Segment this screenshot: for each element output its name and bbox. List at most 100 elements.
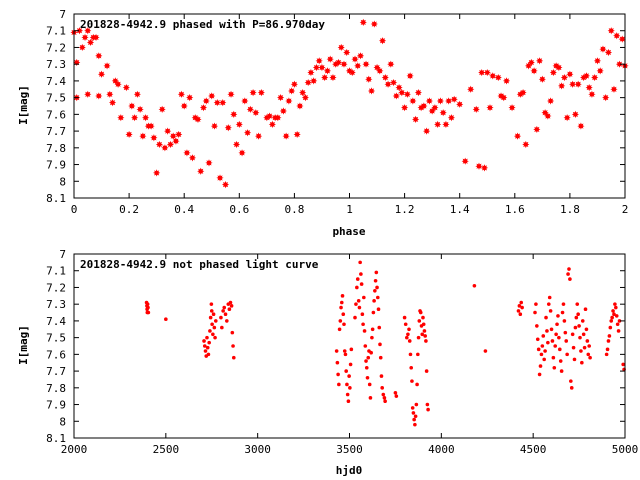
data-point: [613, 302, 617, 306]
data-point: [599, 45, 607, 53]
y-tick-label: 7.9: [46, 159, 66, 172]
data-point: [486, 104, 494, 112]
data-point: [360, 312, 365, 317]
data-point: [355, 285, 359, 290]
data-point: [339, 300, 344, 305]
data-point: [545, 329, 549, 333]
data-point: [153, 169, 161, 177]
data-point: [188, 154, 197, 162]
data-point: [227, 307, 232, 312]
data-point: [536, 57, 544, 65]
data-point: [231, 344, 235, 348]
data-point: [207, 340, 211, 345]
data-point: [370, 335, 374, 340]
data-point: [205, 335, 209, 340]
data-point: [323, 67, 332, 75]
data-point: [362, 295, 366, 300]
data-point: [587, 344, 591, 348]
data-point: [221, 309, 225, 313]
data-point: [609, 319, 614, 323]
unphased-y-axis-label: I[mag]: [17, 325, 30, 365]
data-point: [164, 317, 168, 322]
data-point: [321, 73, 329, 82]
data-point: [456, 100, 464, 108]
y-tick-label: 7.9: [46, 399, 66, 412]
data-point: [367, 382, 372, 387]
data-point: [210, 322, 214, 327]
data-point: [145, 302, 150, 306]
data-point: [409, 97, 417, 105]
data-point: [558, 359, 563, 363]
data-point: [293, 130, 301, 139]
data-point: [577, 122, 585, 130]
data-point: [376, 67, 384, 75]
data-point: [229, 304, 234, 308]
data-point: [565, 352, 569, 357]
data-point: [582, 72, 591, 80]
data-point: [421, 315, 425, 320]
phased-light-curve-panel: 0 0.2 0.4 0.6 0.8 1 1.2 1.4 1.6 1.8 2 7 7.1 7.2 7.3 7.4…: [17, 8, 629, 238]
data-point: [375, 285, 379, 290]
data-point: [344, 369, 348, 373]
data-point: [340, 60, 348, 68]
data-point: [406, 332, 410, 337]
data-point: [537, 372, 542, 377]
x-tick-label: 1.4: [450, 203, 470, 216]
data-point: [370, 20, 378, 28]
data-point: [202, 344, 207, 348]
y-tick-label: 7.8: [46, 382, 66, 395]
x-tick-label: 2500: [153, 443, 180, 456]
data-point: [106, 90, 114, 98]
data-point: [407, 339, 412, 343]
data-point: [349, 347, 354, 352]
data-point: [128, 102, 136, 110]
data-point: [472, 283, 477, 288]
data-point: [355, 277, 360, 281]
data-point: [342, 349, 347, 353]
data-point: [307, 68, 315, 77]
x-tick-label: 1: [346, 203, 353, 216]
data-point: [122, 84, 130, 92]
data-point: [574, 315, 579, 320]
data-point: [585, 339, 590, 343]
data-point: [402, 315, 407, 320]
data-point: [472, 105, 480, 113]
data-point: [422, 329, 427, 333]
data-point: [366, 355, 371, 360]
data-point: [548, 309, 553, 313]
y-tick-label: 7.5: [46, 92, 66, 105]
data-point: [551, 355, 556, 360]
data-point: [169, 132, 177, 140]
data-point: [202, 339, 206, 343]
data-point: [212, 325, 217, 330]
data-point: [228, 300, 233, 305]
x-tick-label: 1.8: [560, 203, 580, 216]
data-point: [447, 114, 456, 122]
data-point: [95, 92, 103, 100]
data-point: [581, 332, 586, 337]
data-point: [478, 68, 486, 77]
data-point: [81, 33, 89, 42]
data-point: [164, 127, 172, 135]
data-point: [547, 97, 555, 105]
x-tick-label: 0.8: [284, 203, 304, 216]
data-point: [86, 38, 95, 47]
data-point: [535, 324, 539, 328]
data-point: [412, 417, 416, 422]
phased-x-axis-label: phase: [332, 225, 365, 238]
phased-data-points: [70, 18, 629, 189]
data-point: [413, 414, 418, 419]
data-point: [205, 159, 213, 167]
data-point: [246, 105, 254, 113]
x-tick-label: 4500: [520, 443, 547, 456]
data-point: [161, 144, 169, 152]
data-point: [205, 345, 210, 350]
data-point: [378, 37, 387, 45]
data-point: [416, 335, 421, 340]
data-point: [566, 272, 570, 276]
data-point: [166, 140, 175, 149]
data-point: [557, 335, 561, 340]
data-point: [554, 332, 558, 337]
data-point: [343, 48, 351, 57]
